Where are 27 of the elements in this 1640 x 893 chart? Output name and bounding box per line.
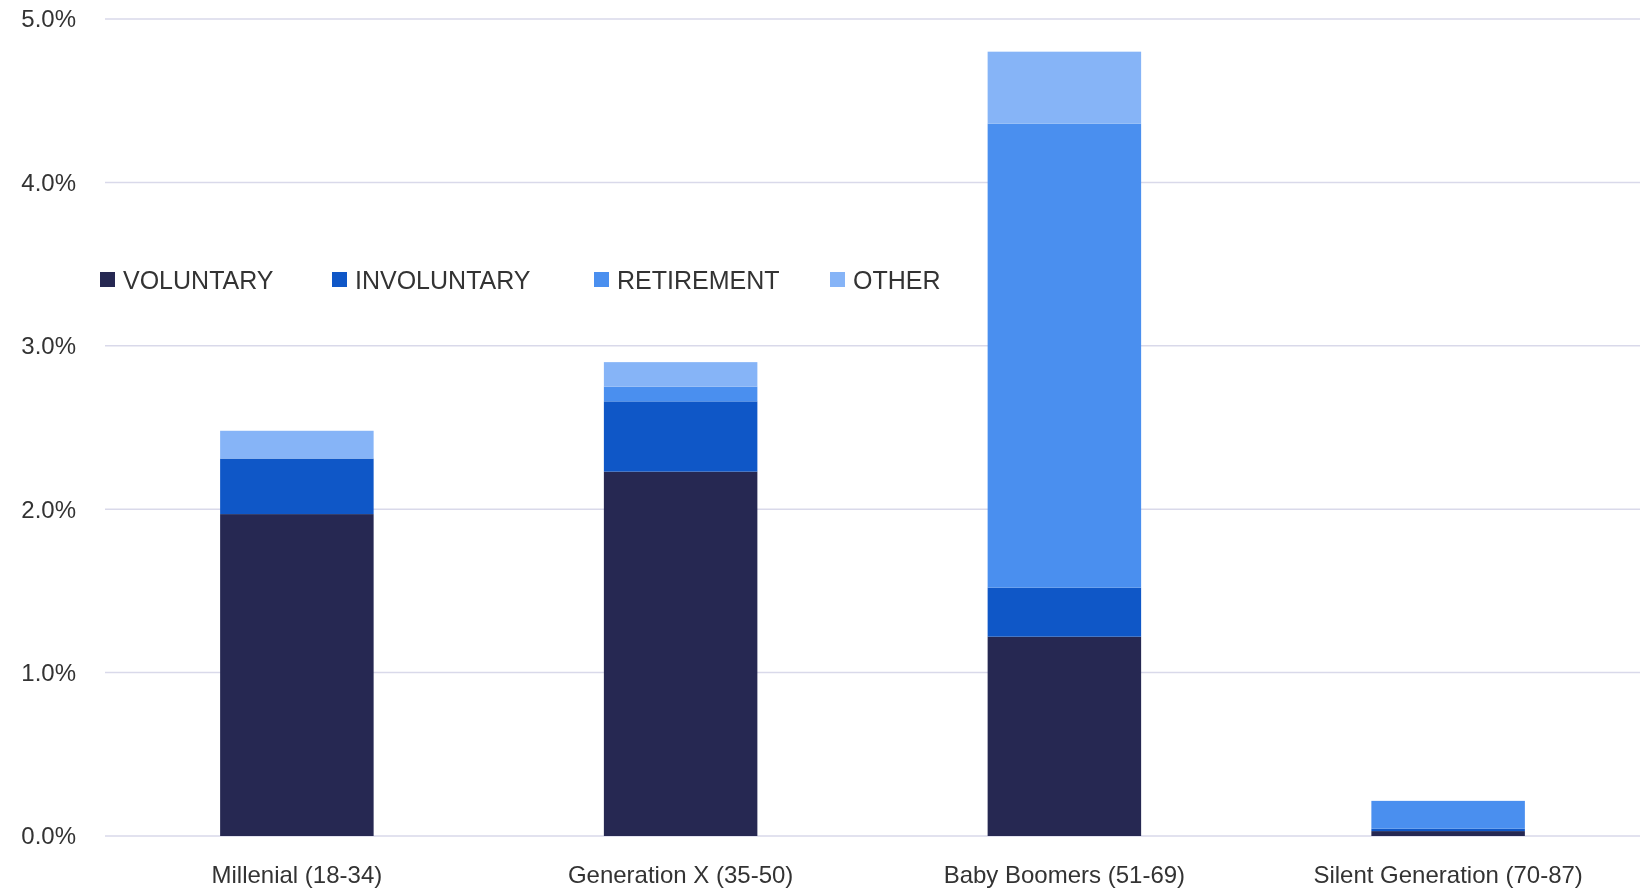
x-tick-label: Millenial (18-34) bbox=[211, 861, 383, 888]
y-tick-label: 1.0% bbox=[21, 659, 76, 686]
y-tick-label: 4.0% bbox=[21, 168, 76, 196]
y-tick-label: 5.0% bbox=[21, 5, 76, 33]
legend-label: RETIREMENT bbox=[617, 265, 780, 294]
bar bbox=[987, 636, 1142, 836]
y-tick-label: 2.0% bbox=[21, 495, 76, 523]
bar bbox=[1371, 800, 1525, 829]
bar bbox=[603, 401, 758, 472]
y-tick-label: 0.0% bbox=[21, 822, 76, 850]
legend-label: OTHER bbox=[853, 265, 941, 294]
bar bbox=[987, 123, 1142, 588]
bar bbox=[220, 514, 374, 836]
bar bbox=[987, 51, 1142, 124]
bar bbox=[603, 386, 758, 402]
x-tick-label: Silent Generation (70-87) bbox=[1313, 861, 1583, 888]
y-tick-label: 3.0% bbox=[21, 332, 76, 360]
bar bbox=[987, 587, 1142, 637]
legend-label: INVOLUNTARY bbox=[355, 265, 531, 294]
bar bbox=[1371, 831, 1525, 836]
bar bbox=[220, 458, 374, 515]
legend-label: VOLUNTARY bbox=[123, 265, 274, 294]
bar bbox=[220, 430, 374, 459]
bar bbox=[603, 362, 758, 387]
bar bbox=[603, 471, 758, 836]
x-tick-label: Baby Boomers (51-69) bbox=[943, 861, 1186, 888]
x-tick-label: Generation X (35-50) bbox=[567, 861, 794, 888]
